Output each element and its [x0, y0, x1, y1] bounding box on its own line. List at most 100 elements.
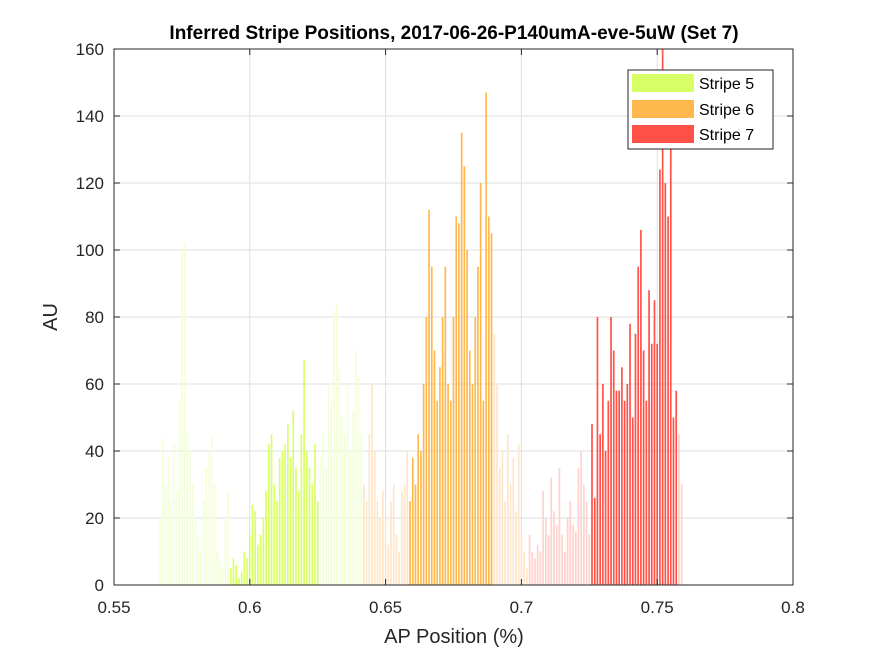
- bar-stripe-5: [224, 518, 227, 585]
- bar-stripe-5: [181, 250, 183, 585]
- bar-stripe-5: [319, 457, 322, 585]
- y-tick-label: 120: [76, 174, 104, 193]
- bar-stripe-7: [678, 434, 680, 585]
- bar-stripe-5: [183, 243, 186, 586]
- y-tick-label: 100: [76, 241, 104, 260]
- bar-stripe-5: [202, 501, 205, 585]
- x-tick-label: 0.6: [238, 598, 262, 617]
- bar-stripe-5: [311, 484, 314, 585]
- bar-stripe-5: [159, 518, 162, 585]
- bar-stripe-7: [667, 216, 669, 585]
- bar-stripe-7: [669, 116, 672, 585]
- bar-stripe-7: [558, 467, 561, 585]
- bar-stripe-7: [604, 451, 607, 585]
- bar-stripe-5: [284, 444, 286, 585]
- bar-stripe-7: [577, 467, 580, 585]
- bar-stripe-5: [360, 434, 362, 585]
- bar-stripe-6: [517, 444, 520, 585]
- bar-stripe-7: [612, 350, 615, 585]
- bar-stripe-7: [640, 229, 642, 585]
- bar-stripe-6: [371, 384, 373, 585]
- bar-stripe-6: [439, 367, 441, 585]
- bar-stripe-7: [621, 367, 623, 585]
- bar-stripe-5: [349, 451, 352, 585]
- bar-stripe-5: [333, 310, 335, 585]
- bar-stripe-6: [373, 451, 376, 585]
- bar-stripe-5: [267, 444, 270, 585]
- bar-stripe-5: [175, 491, 178, 585]
- bar-stripe-5: [330, 400, 333, 585]
- bar-stripe-7: [585, 501, 588, 585]
- bar-stripe-6: [444, 266, 447, 585]
- bar-stripe-6: [411, 457, 414, 585]
- chart-title: Inferred Stripe Positions, 2017-06-26-P1…: [169, 23, 738, 44]
- bar-stripe-7: [536, 544, 539, 585]
- bar-stripe-5: [246, 558, 248, 585]
- bar-stripe-5: [167, 457, 170, 585]
- bar-stripe-6: [479, 183, 482, 585]
- bar-stripe-7: [653, 300, 656, 585]
- bar-stripe-7: [675, 390, 678, 585]
- bar-stripe-7: [629, 323, 631, 585]
- bar-stripe-6: [463, 166, 466, 585]
- bar-stripe-7: [542, 491, 544, 585]
- bar-stripe-6: [501, 451, 504, 585]
- bar-stripe-5: [229, 568, 232, 585]
- bar-stripe-7: [650, 343, 653, 585]
- legend: Stripe 5 Stripe 6 Stripe 7: [627, 69, 774, 150]
- bar-stripe-6: [417, 434, 420, 585]
- bar-stripe-6: [376, 501, 379, 585]
- bar-stripe-6: [403, 484, 406, 585]
- bar-stripe-7: [574, 531, 577, 585]
- bar-stripe-5: [197, 534, 200, 585]
- bar-stripe-7: [591, 424, 593, 585]
- bar-stripe-6: [414, 484, 417, 585]
- legend-label-stripe-7: Stripe 7: [699, 127, 754, 144]
- bar-stripe-7: [680, 484, 683, 585]
- bar-stripe-7: [664, 183, 667, 585]
- bar-stripe-5: [254, 511, 257, 585]
- bar-stripe-6: [384, 518, 387, 585]
- bar-stripe-7: [659, 169, 661, 585]
- bar-stripe-6: [382, 491, 384, 585]
- bar-stripe-5: [357, 377, 360, 585]
- bar-stripe-6: [365, 501, 368, 585]
- bar-stripe-6: [525, 568, 528, 585]
- bar-stripe-7: [615, 390, 618, 585]
- bar-stripe-6: [452, 317, 455, 585]
- x-tick-label: 0.55: [97, 598, 130, 617]
- bar-stripe-7: [583, 484, 585, 585]
- bar-stripe-5: [259, 534, 262, 585]
- bar-stripe-5: [346, 384, 349, 585]
- bar-stripe-6: [493, 333, 496, 585]
- bar-stripe-6: [498, 467, 501, 585]
- y-axis-title: AU: [40, 303, 62, 331]
- y-tick-label: 40: [85, 442, 104, 461]
- bar-stripe-7: [623, 400, 626, 585]
- bar-stripe-6: [520, 534, 523, 585]
- bar-stripe-7: [672, 417, 675, 585]
- bar-stripe-6: [506, 434, 509, 585]
- bar-stripe-5: [221, 568, 224, 585]
- bar-stripe-7: [661, 49, 664, 585]
- bar-stripe-6: [490, 233, 493, 585]
- bar-stripe-6: [458, 223, 460, 585]
- bar-stripe-7: [534, 558, 536, 585]
- bar-stripe-5: [227, 491, 229, 585]
- bar-stripe-5: [205, 467, 208, 585]
- bar-stripe-6: [512, 457, 515, 585]
- bar-stripe-6: [523, 551, 525, 585]
- bar-stripe-7: [547, 534, 550, 585]
- bar-stripe-5: [235, 564, 238, 585]
- bar-stripe-5: [210, 434, 213, 585]
- x-tick-label: 0.75: [641, 598, 674, 617]
- bar-stripe-6: [395, 534, 398, 585]
- bar-stripe-5: [278, 457, 281, 585]
- bar-stripe-7: [528, 534, 531, 585]
- legend-swatch-stripe-7: [632, 125, 694, 143]
- bar-stripe-5: [276, 501, 278, 585]
- bar-stripe-7: [539, 551, 542, 585]
- bar-stripe-6: [387, 544, 390, 585]
- bar-stripe-6: [392, 484, 395, 585]
- y-tick-label: 160: [76, 40, 104, 59]
